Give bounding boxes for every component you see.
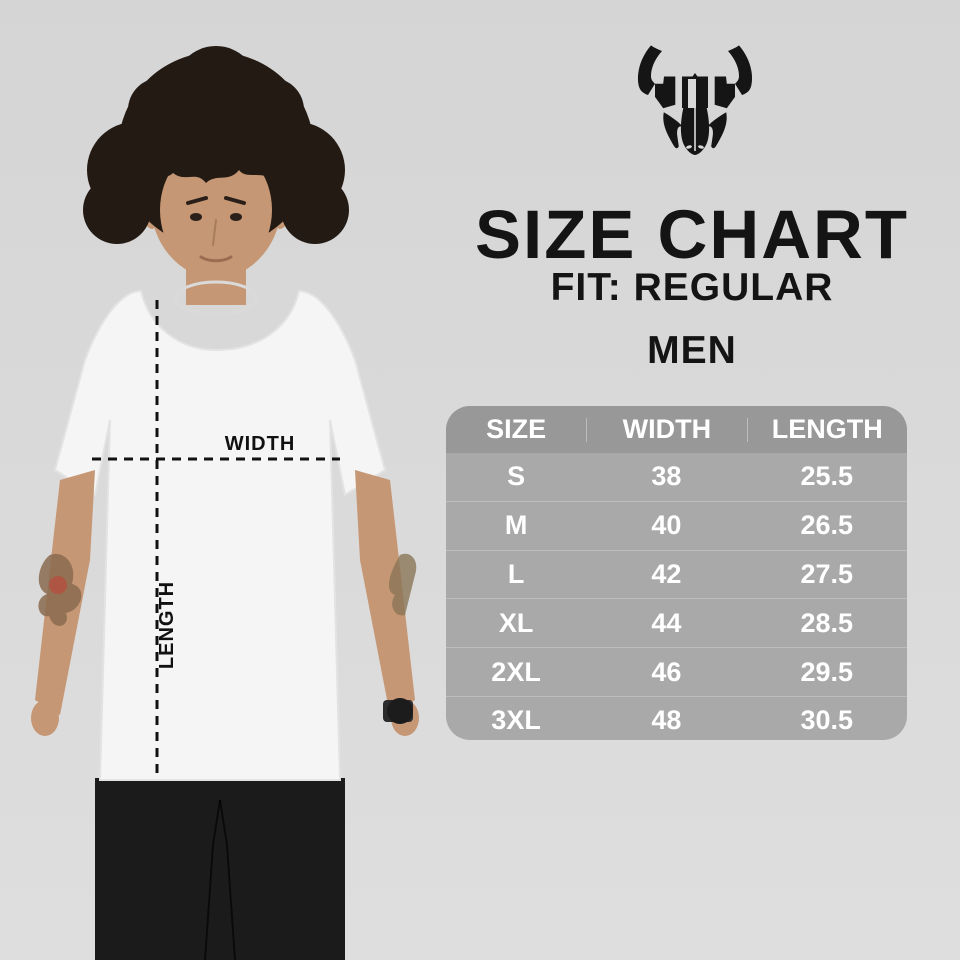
svg-text:LENGTH: LENGTH [156,581,178,669]
svg-text:WIDTH: WIDTH [225,433,296,455]
